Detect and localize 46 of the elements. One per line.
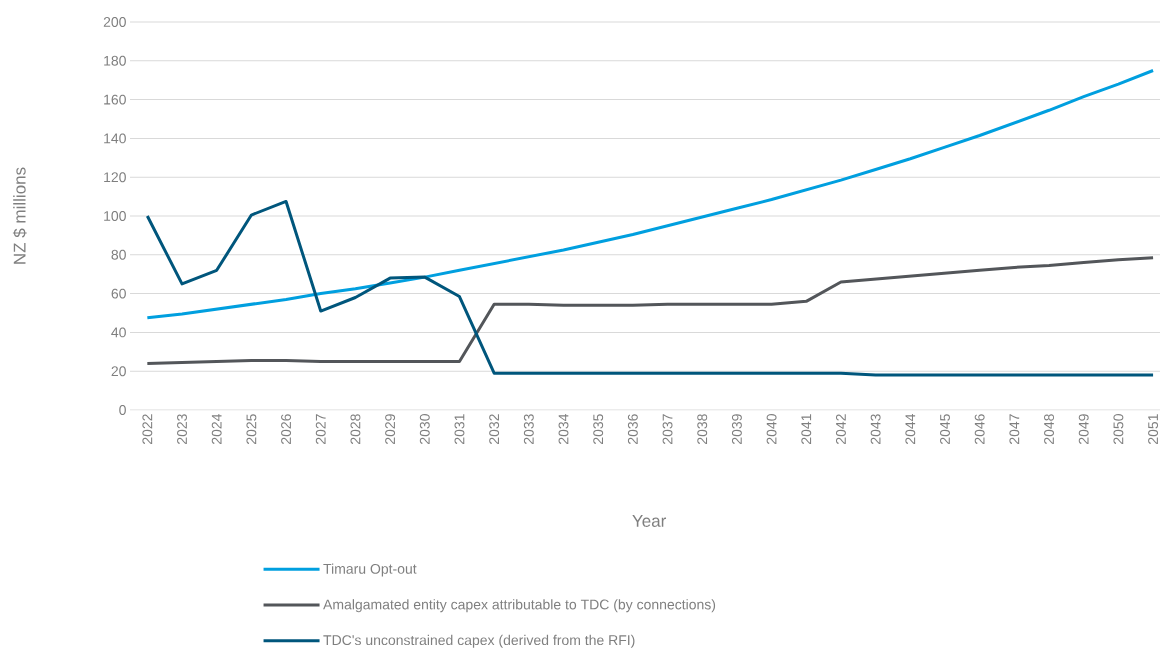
x-tick-label: 2051: [1148, 414, 1159, 444]
y-tick-label: 160: [104, 94, 126, 105]
y-tick-label: 60: [111, 288, 126, 299]
x-tick-label: 2028: [350, 414, 361, 444]
legend-label: Timaru Opt-out: [323, 563, 417, 577]
legend-label: Amalgamated entity capex attributable to TDC (by connections): [323, 599, 716, 613]
x-tick-label: 2048: [1044, 414, 1054, 444]
x-tick-label: 2027: [315, 414, 326, 444]
legend-label: TDC's unconstrained capex (derived from the RFI): [323, 634, 635, 648]
x-tick-label: 2040: [766, 414, 777, 444]
x-tick-label: 2043: [870, 414, 881, 444]
y-tick-label: 180: [104, 55, 126, 66]
y-tick-label: 80: [111, 249, 126, 260]
x-tick-label: 2024: [211, 413, 222, 444]
x-tick-label: 2050: [1113, 414, 1124, 444]
x-axis-title: Year: [632, 515, 667, 527]
x-tick-label: 2031: [454, 414, 465, 444]
x-tick-label: 2023: [177, 414, 187, 444]
x-tick-label: 2035: [593, 414, 604, 444]
x-tick-label: 2041: [801, 414, 812, 444]
x-tick-label: 2042: [835, 414, 846, 444]
x-tick-label: 2036: [627, 414, 638, 444]
y-tick-label: 20: [111, 366, 126, 377]
y-tick-label: 140: [104, 133, 126, 144]
x-tick-label: 2030: [419, 414, 430, 444]
x-tick-label: 2037: [662, 414, 673, 444]
x-tick-label: 2022: [142, 414, 153, 444]
x-tick-label: 2039: [731, 414, 742, 444]
x-tick-label: 2049: [1078, 414, 1089, 444]
x-tick-label: 2046: [974, 414, 985, 444]
x-tick-label: 2047: [1009, 414, 1020, 444]
x-tick-label: 2045: [940, 414, 950, 444]
x-tick-label: 2034: [558, 413, 569, 444]
x-tick-label: 2026: [281, 414, 292, 444]
x-tick-label: 2038: [697, 414, 708, 444]
y-axis-title: NZ $ millions: [12, 167, 27, 264]
x-tick-label: 2025: [246, 414, 257, 444]
y-tick-label: 40: [111, 327, 126, 338]
x-tick-label: 2032: [489, 414, 500, 444]
x-tick-label: 2033: [523, 414, 534, 444]
y-tick-label: 200: [103, 17, 126, 27]
y-tick-label: 0: [119, 405, 126, 415]
x-tick-label: 2029: [385, 414, 396, 444]
y-tick-label: 100: [104, 211, 126, 221]
x-tick-label: 2044: [905, 413, 916, 444]
y-tick-label: 120: [104, 172, 126, 183]
